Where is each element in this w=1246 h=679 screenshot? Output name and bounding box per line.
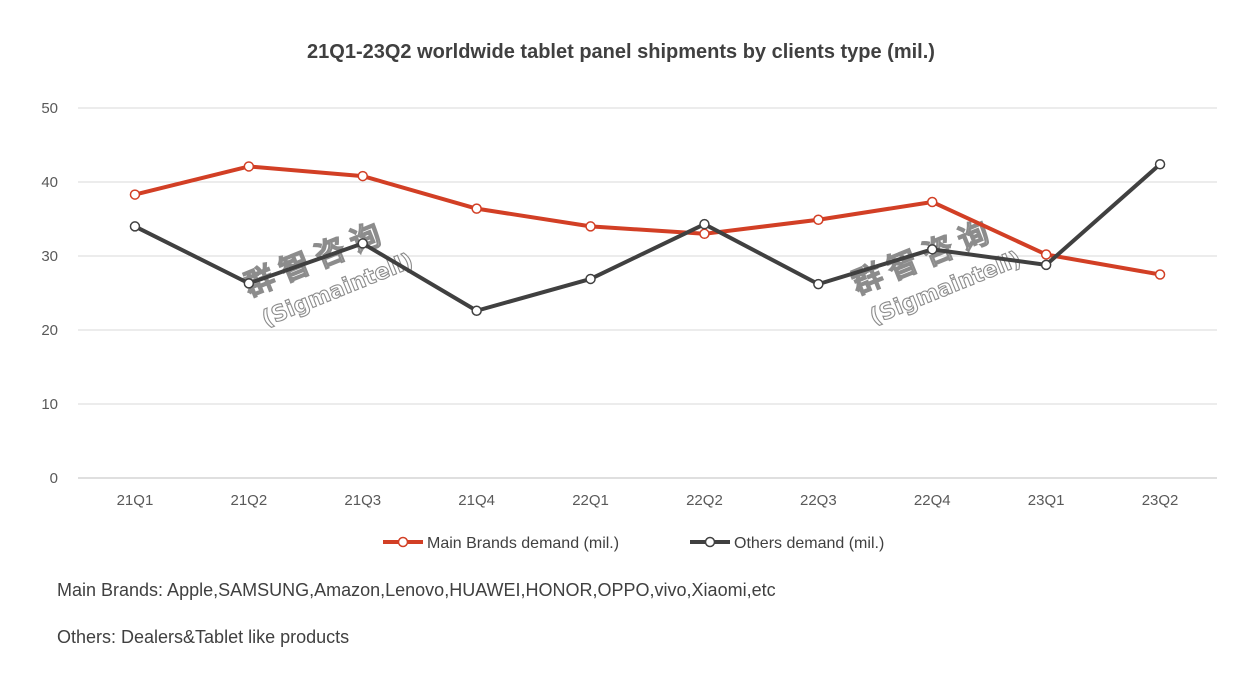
series-line — [132, 164, 1163, 277]
watermark: 群智咨询 (Sigmaintell) 群智咨询 (Sigmaintell) — [239, 212, 1026, 333]
data-point — [471, 305, 482, 317]
legend-item: Others demand (mil.) — [690, 535, 884, 552]
y-tick-label: 40 — [41, 174, 58, 191]
chart: 21Q1-23Q2 worldwide tablet panel shipmen… — [41, 41, 1217, 552]
x-tick-label: 21Q2 — [230, 492, 267, 509]
x-axis-ticks: 21Q1 21Q2 21Q3 21Q4 22Q1 22Q2 22Q3 22Q4 23Q1 23Q2 — [117, 492, 1179, 509]
x-tick-label: 23Q2 — [1142, 492, 1179, 509]
watermark-2: 群智咨询 (Sigmaintell) — [847, 212, 1026, 331]
data-point — [471, 203, 482, 214]
x-tick-label: 22Q3 — [800, 492, 837, 509]
data-point — [585, 273, 596, 285]
x-tick-label: 21Q4 — [458, 492, 495, 509]
main-brands-note: Main Brands: Apple,SAMSUNG,Amazon,Lenovo… — [57, 580, 776, 600]
data-point — [357, 238, 368, 249]
watermark-1: 群智咨询 (Sigmaintell) — [239, 214, 418, 333]
series-1 — [129, 161, 1166, 280]
others-note: Others: Dealers&Tablet like products — [57, 627, 350, 647]
x-tick-label: 22Q4 — [914, 492, 951, 509]
data-point — [1154, 269, 1166, 280]
data-point — [243, 161, 255, 172]
data-point — [699, 228, 710, 240]
y-tick-label: 20 — [41, 322, 58, 339]
x-tick-label: 21Q1 — [117, 492, 154, 509]
data-point — [129, 189, 141, 200]
x-tick-label: 22Q1 — [572, 492, 609, 509]
y-tick-label: 0 — [50, 470, 58, 487]
data-point — [1040, 249, 1052, 260]
series-line — [132, 162, 1163, 313]
data-point — [813, 278, 824, 290]
x-tick-label: 22Q2 — [686, 492, 723, 509]
legend-label: Main Brands demand (mil.) — [427, 535, 619, 552]
data-point — [927, 244, 938, 255]
y-tick-label: 10 — [41, 396, 58, 413]
data-point — [129, 221, 141, 232]
data-point — [1154, 158, 1166, 170]
legend: Main Brands demand (mil.) Others demand (… — [383, 535, 884, 552]
data-point — [927, 196, 938, 208]
data-point — [243, 278, 255, 289]
y-tick-label: 30 — [41, 248, 58, 265]
legend-marker — [704, 536, 716, 548]
data-point — [585, 221, 596, 232]
chart-title: 21Q1-23Q2 worldwide tablet panel shipmen… — [307, 41, 935, 63]
y-tick-label: 50 — [41, 100, 58, 117]
legend-item: Main Brands demand (mil.) — [383, 535, 619, 552]
data-point — [357, 170, 368, 182]
data-point — [813, 214, 824, 225]
data-series — [129, 158, 1166, 317]
data-point — [1040, 259, 1052, 271]
series-2 — [129, 158, 1166, 317]
y-axis-ticks: 0 10 20 30 40 50 — [41, 100, 58, 487]
legend-label: Others demand (mil.) — [734, 535, 884, 552]
legend-marker — [397, 536, 409, 548]
x-tick-label: 23Q1 — [1028, 492, 1065, 509]
x-tick-label: 21Q3 — [344, 492, 381, 509]
data-point — [699, 218, 710, 230]
gridlines — [78, 107, 1217, 479]
